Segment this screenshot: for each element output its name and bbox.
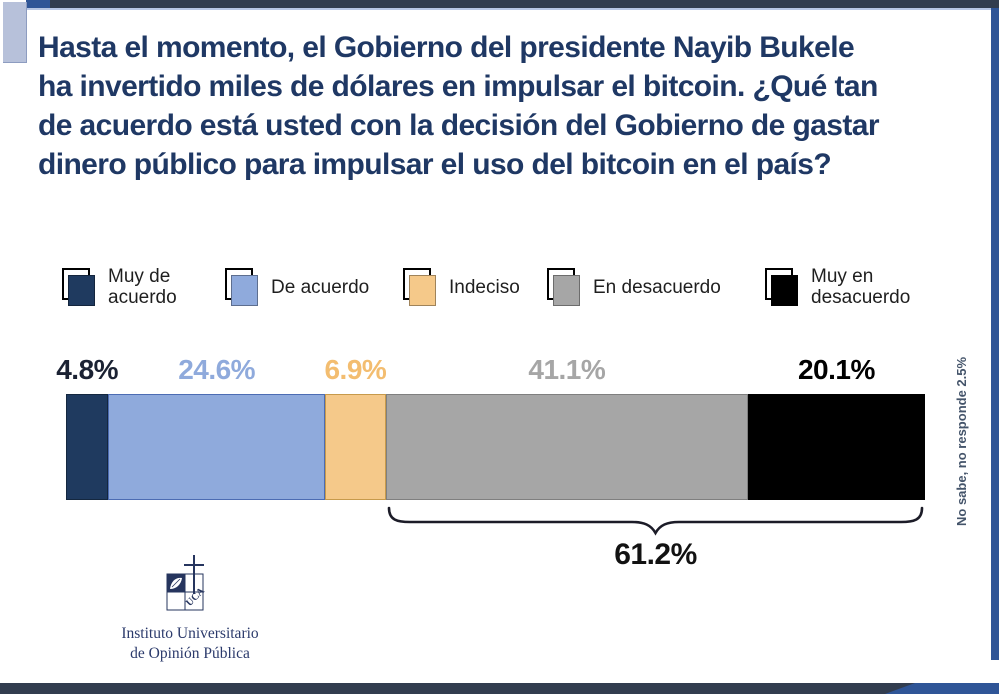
no-answer-note: No sabe, no responde 2.5% (954, 356, 969, 526)
legend-swatch-icon (547, 268, 580, 306)
legend-label: Muy en desacuerdo (811, 266, 911, 308)
top-border-underline (26, 8, 999, 10)
question-title: Hasta el momento, el Gobierno del presid… (38, 28, 968, 184)
legend-item-indeciso: Indeciso (403, 256, 520, 318)
segment-value-label: 24.6% (178, 354, 256, 385)
bottom-border-accent (885, 683, 999, 694)
uca-logo-icon: UCA (166, 555, 208, 611)
disagree-total-label: 61.2% (614, 538, 697, 571)
legend-item-muy-en-desacuerdo: Muy en desacuerdo (765, 256, 910, 318)
legend-item-de-acuerdo: De acuerdo (225, 256, 369, 318)
segment-value-label: 4.8% (56, 354, 119, 385)
segment-value-label: 6.9% (324, 354, 387, 385)
legend-label: Muy de acuerdo (108, 266, 177, 308)
bar-segment-en-desacuerdo: 41.1% (385, 354, 748, 500)
org-name-line-1: Instituto Universitario (121, 625, 259, 642)
bar-segment-muy-en-desacuerdo: 20.1% (747, 354, 925, 500)
title-line-3: de acuerdo está usted con la decisión de… (38, 109, 880, 142)
title-line-2: ha invertido miles de dólares en impulsa… (38, 70, 878, 103)
right-edge-strip (991, 8, 999, 660)
bar-segment-de-acuerdo: 24.6% (108, 354, 325, 500)
org-name-line-2: de Opinión Pública (130, 645, 250, 662)
legend-swatch-icon (225, 268, 258, 306)
legend-swatch-icon (765, 268, 798, 306)
chart-legend: Muy de acuerdo De acuerdo Indeciso En de… (0, 256, 960, 318)
legend-label: En desacuerdo (593, 276, 721, 298)
legend-label: De acuerdo (271, 276, 370, 298)
title-line-4: dinero público para impulsar el uso del … (38, 148, 832, 181)
corner-decoration (3, 2, 27, 63)
top-border-accent (26, 0, 50, 8)
bar-segment-indeciso: 6.9% (324, 354, 387, 500)
legend-item-en-desacuerdo: En desacuerdo (547, 256, 721, 318)
underbrace-icon (387, 506, 924, 536)
title-line-1: Hasta el momento, el Gobierno del presid… (38, 31, 855, 64)
top-border-bar (26, 0, 999, 8)
bottom-border-bar (0, 683, 999, 694)
legend-label: Indeciso (449, 276, 520, 298)
legend-swatch-icon (62, 268, 95, 306)
iudop-footer: UCA Instituto Universitario de Opinión P… (118, 554, 262, 664)
legend-item-muy-de-acuerdo: Muy de acuerdo (62, 256, 177, 318)
segment-value-label: 20.1% (797, 354, 875, 385)
bar-segment-muy-de-acuerdo: 4.8% (56, 354, 119, 500)
stacked-bar: 4.8% 24.6% 6.9% 41.1% 20.1% (56, 354, 925, 500)
legend-swatch-icon (403, 268, 436, 306)
svg-text:UCA: UCA (184, 585, 208, 609)
segment-value-label: 41.1% (528, 354, 606, 385)
